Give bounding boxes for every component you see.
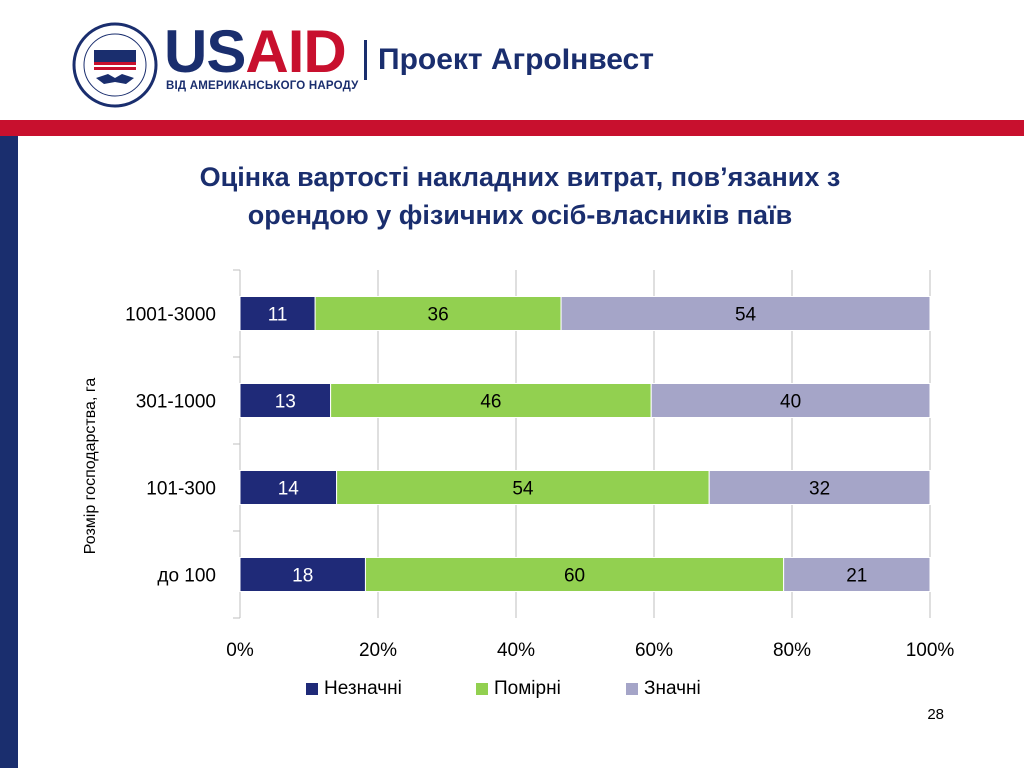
slide-header: USAID ВІД АМЕРИКАНСЬКОГО НАРОДУ Проект А… bbox=[0, 0, 1024, 120]
bar-segment bbox=[314, 296, 562, 331]
header-divider bbox=[364, 40, 367, 80]
data-label: 11 bbox=[268, 305, 288, 326]
bar-segment bbox=[783, 557, 931, 592]
usaid-seal-icon bbox=[72, 22, 158, 108]
data-label: 54 bbox=[512, 479, 534, 500]
data-label: 60 bbox=[564, 566, 585, 587]
bar-segment bbox=[708, 470, 931, 505]
bar-segment bbox=[560, 296, 931, 331]
legend-swatch bbox=[306, 683, 318, 695]
data-label: 46 bbox=[480, 392, 501, 413]
data-label: 36 bbox=[428, 305, 449, 326]
legend-label: Незначні bbox=[324, 678, 402, 699]
bar-segment bbox=[239, 557, 366, 592]
legend-swatch bbox=[626, 683, 638, 695]
x-tick-label: 0% bbox=[226, 640, 254, 661]
x-tick-label: 60% bbox=[635, 640, 673, 661]
legend-label: Помірні bbox=[494, 678, 561, 699]
legend-item: Значні bbox=[626, 676, 701, 702]
data-label: 13 bbox=[275, 392, 296, 413]
page-number: 28 bbox=[927, 706, 944, 723]
x-tick-label: 20% bbox=[359, 640, 397, 661]
legend-item: Незначні bbox=[306, 676, 402, 702]
legend-label: Значні bbox=[644, 678, 701, 699]
usaid-tagline: ВІД АМЕРИКАНСЬКОГО НАРОДУ bbox=[166, 80, 359, 92]
bar-segment bbox=[650, 383, 931, 418]
legend-swatch bbox=[476, 683, 488, 695]
x-tick-label: 40% bbox=[497, 640, 535, 661]
data-label: 54 bbox=[735, 305, 757, 326]
category-label: до 100 bbox=[157, 566, 216, 587]
header-red-band bbox=[0, 120, 1024, 136]
bar-segment bbox=[239, 296, 316, 331]
left-blue-band bbox=[0, 136, 18, 768]
category-label: 1001-3000 bbox=[125, 305, 216, 326]
slide-title: Оцінка вартості накладних витрат, пов’яз… bbox=[40, 158, 1000, 234]
data-label: 18 bbox=[292, 566, 313, 587]
bar-segment bbox=[330, 383, 652, 418]
legend-item: Помірні bbox=[476, 676, 561, 702]
data-label: 40 bbox=[780, 392, 801, 413]
bar-segment bbox=[364, 557, 785, 592]
bar-segment bbox=[336, 470, 710, 505]
x-tick-label: 80% bbox=[773, 640, 811, 661]
slide-title-line-2: орендою у фізичних осіб-власників паїв bbox=[247, 200, 793, 230]
x-tick-label: 100% bbox=[906, 640, 955, 661]
slide-title-line-1: Оцінка вартості накладних витрат, пов’яз… bbox=[199, 162, 841, 192]
bar-segment bbox=[239, 470, 338, 505]
usaid-logo-wordmark: USAID bbox=[164, 18, 347, 85]
data-label: 32 bbox=[809, 479, 830, 500]
data-label: 14 bbox=[278, 479, 300, 500]
project-name: Проект АгроІнвест bbox=[378, 43, 654, 76]
chart-legend: Незначні Помірні Значні bbox=[0, 676, 1024, 702]
data-label: 21 bbox=[846, 566, 867, 587]
y-axis-label: Розмір господарства, га bbox=[82, 377, 99, 555]
category-label: 101-300 bbox=[146, 479, 216, 500]
category-label: 301-1000 bbox=[136, 392, 216, 413]
